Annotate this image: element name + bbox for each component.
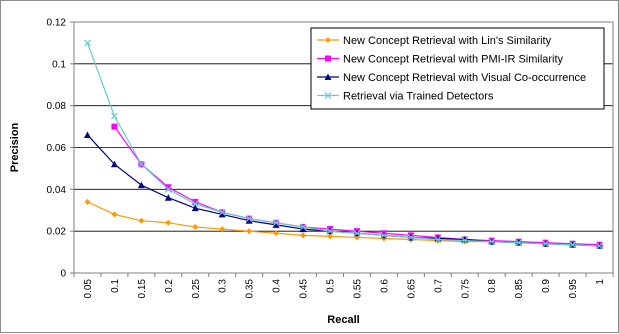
x-tick-label: 0.35 — [245, 279, 256, 299]
x-tick-label: 0.2 — [164, 279, 175, 293]
x-tick-label: 0.95 — [568, 279, 579, 299]
data-point — [192, 198, 199, 205]
data-point — [138, 217, 145, 224]
x-tick-label: 0.65 — [406, 279, 417, 299]
data-point — [273, 230, 280, 237]
data-point — [137, 181, 145, 189]
data-point — [353, 229, 361, 237]
data-point — [407, 234, 415, 241]
data-point — [165, 184, 172, 191]
x-tick-label: 0.6 — [379, 279, 390, 293]
x-tick-label: 1 — [595, 279, 606, 285]
data-point — [299, 223, 307, 231]
data-point — [434, 236, 442, 243]
legend-label: New Concept Retrieval with PMI-IR Simila… — [343, 54, 564, 66]
legend-item: New Concept Retrieval with Visual Co-occ… — [317, 72, 586, 84]
data-point — [488, 238, 496, 246]
x-tick-label: 0.25 — [191, 279, 202, 299]
data-point — [245, 217, 253, 224]
series-4 — [84, 39, 603, 250]
data-point — [272, 219, 280, 227]
data-point — [596, 242, 603, 250]
data-point — [218, 208, 226, 216]
x-tick-label: 0.8 — [487, 279, 498, 293]
data-point — [272, 221, 280, 228]
y-tick-label: 0.02 — [47, 227, 67, 238]
legend-marker — [325, 37, 331, 43]
y-tick-label: 0.06 — [47, 143, 67, 154]
x-tick-label: 0.7 — [433, 279, 444, 293]
x-tick-label: 0.4 — [272, 279, 283, 293]
series-line — [86, 42, 600, 247]
data-point — [111, 112, 118, 120]
data-point — [515, 239, 523, 247]
y-tick-label: 0.04 — [47, 185, 67, 196]
y-tick-label: 0.08 — [47, 101, 67, 112]
x-tick-label: 0.05 — [83, 279, 94, 299]
series-line — [87, 201, 600, 247]
series-line — [113, 126, 600, 246]
legend-marker — [325, 55, 331, 62]
x-tick-label: 0.5 — [326, 279, 337, 293]
data-point — [326, 227, 334, 235]
legend-item: Retrieval via Trained Detectors — [317, 91, 494, 103]
data-point — [111, 211, 118, 218]
data-point — [164, 194, 172, 201]
y-axis-title: Precision — [9, 122, 21, 172]
legend-item: New Concept Retrieval with PMI-IR Simila… — [317, 54, 564, 66]
x-tick-label: 0.15 — [137, 279, 148, 299]
legend-label: New Concept Retrieval with Visual Co-occ… — [343, 72, 586, 84]
data-point — [164, 185, 172, 193]
data-point — [165, 219, 172, 226]
data-point — [299, 225, 307, 233]
x-tick-labels: 0.05 0.1 0.15 0.2 0.25 0.3 0.35 0.4 0.45 0.5 0.55 0… — [73, 273, 614, 299]
series-line — [87, 134, 600, 247]
data-point — [542, 240, 550, 248]
y-tick-label: 0.1 — [52, 59, 66, 70]
x-tick-label: 0.75 — [460, 279, 471, 299]
data-point — [245, 215, 253, 223]
legend-marker — [324, 92, 332, 99]
data-point — [191, 204, 199, 212]
y-tick-labels: 0 0.02 0.04 0.06 0.08 0.1 0.12 — [47, 18, 74, 280]
data-point — [218, 210, 226, 218]
data-point — [111, 123, 118, 130]
legend-marker — [324, 73, 332, 80]
legend: New Concept Retrieval with Lin's Similar… — [310, 27, 605, 110]
data-point — [380, 231, 388, 239]
x-tick-label: 0.55 — [352, 279, 363, 299]
x-tick-label: 0.1 — [110, 279, 121, 293]
legend-label: New Concept Retrieval with Lin's Similar… — [343, 35, 552, 47]
y-tick-label: 0 — [60, 269, 66, 280]
data-point — [327, 233, 334, 240]
data-point — [300, 232, 307, 239]
legend-item: New Concept Retrieval with Lin's Similar… — [317, 35, 552, 47]
y-tick-label: 0.12 — [47, 18, 67, 29]
legend-label: Retrieval via Trained Detectors — [343, 91, 494, 103]
series-2 — [111, 123, 603, 248]
data-point — [83, 131, 91, 138]
data-point — [84, 39, 91, 47]
x-axis-title: Recall — [327, 314, 359, 326]
data-point — [191, 200, 199, 208]
x-tick-label: 0.85 — [514, 279, 525, 299]
data-point — [110, 160, 118, 168]
data-point — [246, 228, 253, 235]
legend-box — [310, 27, 605, 110]
series-lines — [83, 39, 604, 250]
x-tick-label: 0.3 — [218, 279, 229, 293]
data-point — [192, 223, 199, 230]
data-point — [461, 237, 469, 245]
x-tick-label: 0.45 — [299, 279, 310, 299]
data-point — [569, 241, 576, 249]
x-tick-label: 0.9 — [541, 279, 552, 293]
data-point — [84, 198, 91, 205]
data-point — [219, 226, 226, 233]
data-point — [137, 160, 145, 168]
